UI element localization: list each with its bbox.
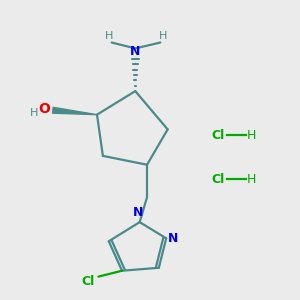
Text: Cl: Cl — [211, 129, 224, 142]
Text: H: H — [159, 31, 167, 41]
Text: Cl: Cl — [211, 173, 224, 186]
Text: O: O — [39, 102, 50, 116]
Text: H: H — [247, 129, 256, 142]
Text: N: N — [133, 206, 143, 219]
Text: Cl: Cl — [82, 274, 95, 287]
Text: N: N — [130, 45, 140, 58]
Text: N: N — [167, 232, 178, 245]
Text: H: H — [29, 108, 38, 118]
Polygon shape — [52, 107, 97, 115]
Text: H: H — [105, 31, 113, 41]
Text: H: H — [247, 173, 256, 186]
